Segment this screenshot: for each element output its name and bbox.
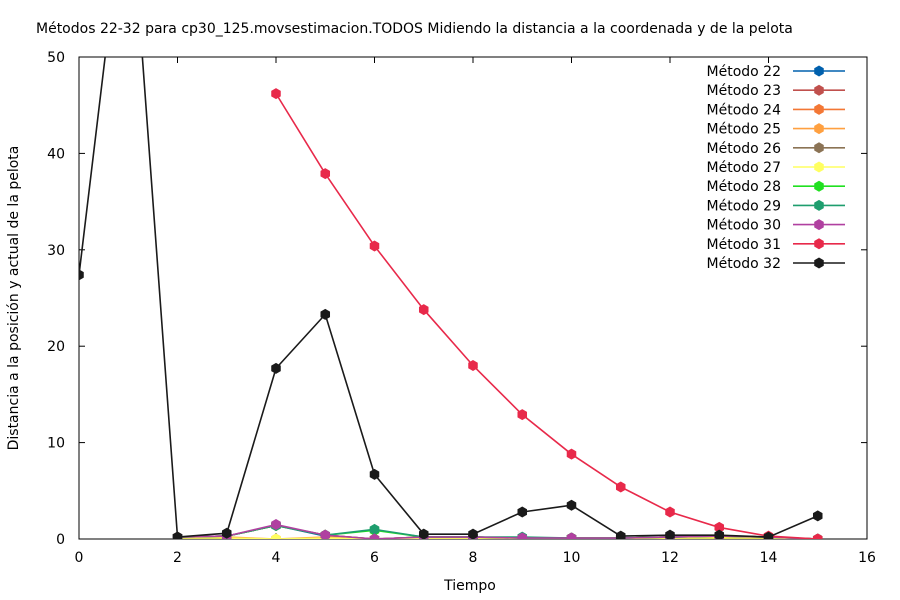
legend-item: Método 32: [707, 256, 845, 272]
x-tick-label: 8: [469, 550, 478, 566]
data-point: [320, 308, 331, 320]
data-point: [714, 521, 725, 533]
legend-swatch-marker: [814, 123, 824, 135]
data-point: [615, 530, 626, 539]
legend-swatch-marker: [814, 238, 824, 250]
data-point: [418, 304, 429, 316]
y-axis-label: Distancia a la posición y actual de la p…: [6, 146, 22, 451]
data-point: [320, 529, 331, 539]
x-tick-label: 14: [760, 550, 778, 566]
legend-item: Método 26: [707, 141, 845, 157]
legend-label: Método 25: [707, 122, 781, 138]
axis-ticks: 0 2 4 6 8 10 12 14 16 0 10 20 30 40 50: [47, 50, 876, 566]
data-point: [517, 532, 528, 539]
data-point: [468, 528, 478, 539]
data-point: [812, 510, 823, 522]
legend-label: Método 24: [707, 102, 782, 118]
data-point: [271, 88, 281, 100]
legend-swatch-marker: [814, 199, 824, 211]
y-tick-label: 10: [47, 436, 65, 452]
data-point: [320, 168, 331, 180]
series-layer: [79, 57, 823, 539]
data-point: [418, 528, 429, 539]
data-point: [812, 533, 823, 539]
legend-label: Método 28: [707, 179, 781, 195]
series-método-32: [79, 57, 823, 539]
legend-label: Método 31: [707, 237, 781, 253]
legend-label: Método 26: [707, 141, 782, 157]
data-point: [566, 448, 577, 460]
data-point: [566, 499, 577, 511]
data-point: [468, 359, 478, 371]
data-point: [763, 531, 774, 539]
legend-swatch-marker: [814, 257, 824, 269]
data-point: [369, 523, 380, 535]
series-line: [275, 93, 818, 539]
data-point: [221, 527, 232, 539]
x-tick-label: 0: [75, 550, 84, 566]
data-point: [369, 533, 380, 539]
series-line: [79, 57, 819, 538]
series-line: [177, 523, 818, 539]
legend-swatch-marker: [814, 180, 824, 192]
x-axis-label: Tiempo: [443, 578, 496, 594]
legend-label: Método 23: [707, 83, 781, 99]
x-tick-label: 2: [173, 550, 182, 566]
legend-item: Método 27: [707, 160, 845, 176]
legend-swatch-marker: [814, 142, 824, 154]
legend-item: Método 24: [707, 102, 845, 118]
data-point: [665, 506, 675, 518]
series-método-27: [172, 532, 823, 539]
data-point: [665, 529, 675, 539]
data-point: [271, 533, 281, 539]
legend-label: Método 32: [707, 256, 781, 272]
legend-label: Método 27: [707, 160, 781, 176]
legend-item: Método 30: [707, 218, 845, 234]
legend-swatch-marker: [814, 161, 824, 173]
y-tick-label: 0: [56, 532, 65, 548]
legend-item: Método 22: [707, 64, 845, 80]
series-método-31: [271, 88, 823, 539]
legend-label: Método 30: [707, 218, 781, 234]
data-point: [369, 468, 380, 480]
legend-swatch-marker: [814, 219, 824, 231]
chart-title: Métodos 22-32 para cp30_125.movsestimaci…: [36, 21, 793, 37]
data-point: [271, 519, 281, 531]
x-tick-label: 10: [563, 550, 581, 566]
data-point: [714, 529, 725, 539]
legend-label: Método 29: [707, 198, 781, 214]
data-point: [615, 481, 626, 493]
legend-item: Método 29: [707, 198, 845, 214]
legend-swatch-marker: [814, 103, 824, 115]
y-tick-label: 20: [47, 339, 65, 355]
data-point: [271, 362, 281, 374]
legend-swatch-marker: [814, 84, 824, 96]
legend-item: Método 25: [707, 122, 845, 138]
data-point: [566, 532, 577, 539]
x-tick-label: 6: [370, 550, 379, 566]
legend: Método 22 Método 23 Método 24 Método 25 Méto…: [707, 64, 845, 272]
legend-label: Método 22: [707, 64, 781, 80]
data-point: [369, 240, 380, 252]
y-tick-label: 40: [47, 146, 65, 162]
y-tick-label: 50: [47, 50, 65, 66]
legend-swatch-marker: [814, 65, 824, 77]
legend-item: Método 28: [707, 179, 845, 195]
legend-item: Método 31: [707, 237, 845, 253]
data-point: [172, 531, 183, 539]
x-tick-label: 12: [661, 550, 679, 566]
legend-item: Método 23: [707, 83, 845, 99]
data-point: [517, 506, 528, 518]
y-tick-label: 30: [47, 243, 65, 259]
data-point: [79, 269, 84, 281]
x-tick-label: 4: [272, 550, 281, 566]
data-point: [517, 409, 528, 421]
x-tick-label: 16: [858, 550, 876, 566]
